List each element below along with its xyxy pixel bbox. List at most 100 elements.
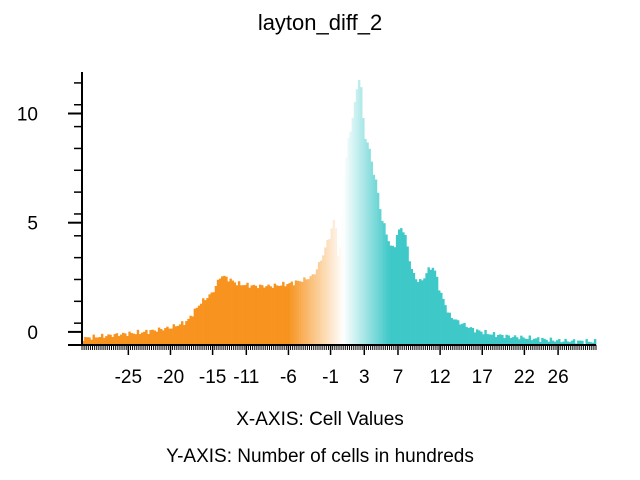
histogram-bar <box>579 340 582 345</box>
histogram-bar <box>366 142 369 345</box>
histogram-bar <box>315 269 319 345</box>
histogram-bar <box>499 334 502 345</box>
histogram-bar <box>273 283 277 345</box>
histogram-bar <box>96 337 100 345</box>
histogram-bar <box>515 337 519 345</box>
histogram-bar <box>164 328 167 345</box>
histogram-bar <box>438 290 441 345</box>
y-tick-label: 10 <box>17 105 38 126</box>
histogram-bar <box>86 337 89 345</box>
histogram-bar <box>490 334 494 345</box>
histogram-bar <box>225 276 228 345</box>
histogram-bar <box>545 339 548 345</box>
histogram-bar <box>187 318 190 345</box>
histogram-bar <box>221 276 224 345</box>
histogram-bar <box>174 326 178 345</box>
histogram-bar <box>88 337 91 345</box>
histogram-bar <box>524 338 527 345</box>
histogram-bar <box>402 232 405 345</box>
y-tick-label: 0 <box>27 323 38 344</box>
x-tick-label: -25 <box>115 367 142 388</box>
histogram-bar <box>298 281 302 345</box>
histogram-bar <box>406 246 409 345</box>
histogram-bar <box>587 341 590 345</box>
histogram-bar <box>311 274 315 345</box>
x-tick-label: 17 <box>472 367 493 388</box>
histogram-bar <box>591 342 595 345</box>
histogram-bar <box>414 279 418 345</box>
histogram-bar <box>140 332 144 345</box>
histogram-bar <box>296 280 300 345</box>
histogram-bar <box>303 277 306 345</box>
histogram-bar <box>484 330 487 345</box>
histogram-bar <box>347 138 350 345</box>
histogram-bar <box>486 334 489 345</box>
y-axis-label: Y-AXIS: Number of cells in hundreds <box>166 446 474 467</box>
histogram-bar <box>92 334 95 345</box>
histogram-bar <box>301 281 304 345</box>
y-ticks-group: 0 5 10 <box>17 82 82 346</box>
histogram-bar <box>456 320 460 345</box>
histogram-bar <box>526 338 529 345</box>
histogram-bar <box>212 292 216 345</box>
histogram-bar <box>463 323 466 345</box>
histogram-bar <box>389 245 392 345</box>
histogram-bar <box>109 334 112 345</box>
histogram-bar <box>147 334 150 345</box>
histogram-bar <box>530 340 534 345</box>
histogram-bar <box>336 256 340 345</box>
histogram-bar <box>362 118 365 345</box>
histogram-bar <box>471 327 475 345</box>
histogram-bar <box>263 287 266 345</box>
histogram-bar <box>572 339 576 345</box>
histogram-bar <box>231 280 234 345</box>
histogram-bar <box>237 281 241 345</box>
histogram-bar <box>469 327 473 345</box>
histogram-bar <box>214 286 218 345</box>
histogram-bar <box>181 321 184 345</box>
histogram-bar <box>229 278 232 345</box>
histogram-bar <box>570 340 574 345</box>
histogram-bar <box>551 340 555 345</box>
histogram-bar <box>374 179 378 345</box>
histogram-bar <box>492 332 496 345</box>
histogram-bar <box>294 280 298 345</box>
histogram-bar <box>585 339 588 345</box>
histogram-bar <box>256 288 260 345</box>
histogram-bar <box>446 312 449 345</box>
histogram-bar <box>419 279 422 345</box>
histogram-bar <box>328 238 331 345</box>
bars-group <box>82 80 597 346</box>
histogram-bar <box>475 329 479 345</box>
histogram-bar <box>82 340 85 345</box>
histogram-bar <box>208 294 211 345</box>
histogram-bar <box>385 234 388 345</box>
histogram-bar <box>322 255 325 345</box>
histogram-bar <box>349 131 352 345</box>
x-tick-label: 12 <box>430 367 451 388</box>
histogram-bar <box>126 335 129 345</box>
histogram-bar <box>193 308 197 345</box>
histogram-bar <box>505 334 508 345</box>
x-axis-label: X-AXIS: Cell Values <box>236 409 404 430</box>
histogram-bar <box>480 331 483 345</box>
histogram-bar <box>195 307 199 345</box>
histogram-bar <box>541 337 544 345</box>
histogram-bar <box>581 340 584 345</box>
x-tick-label: -20 <box>157 367 184 388</box>
chart-title: layton_diff_2 <box>258 10 382 35</box>
histogram-bar <box>111 337 114 345</box>
histogram-bar <box>423 278 426 345</box>
histogram-bar <box>206 298 209 345</box>
histogram-bar <box>261 285 264 345</box>
histogram-bar <box>90 339 93 345</box>
histogram-bar <box>593 339 597 345</box>
histogram-bar <box>286 284 289 345</box>
histogram-bar <box>292 285 296 345</box>
x-tick-label: -11 <box>233 367 259 388</box>
histogram-bar <box>513 335 517 345</box>
histogram-bar <box>448 312 451 345</box>
histogram-bar <box>461 323 464 345</box>
histogram-bar <box>568 342 572 345</box>
